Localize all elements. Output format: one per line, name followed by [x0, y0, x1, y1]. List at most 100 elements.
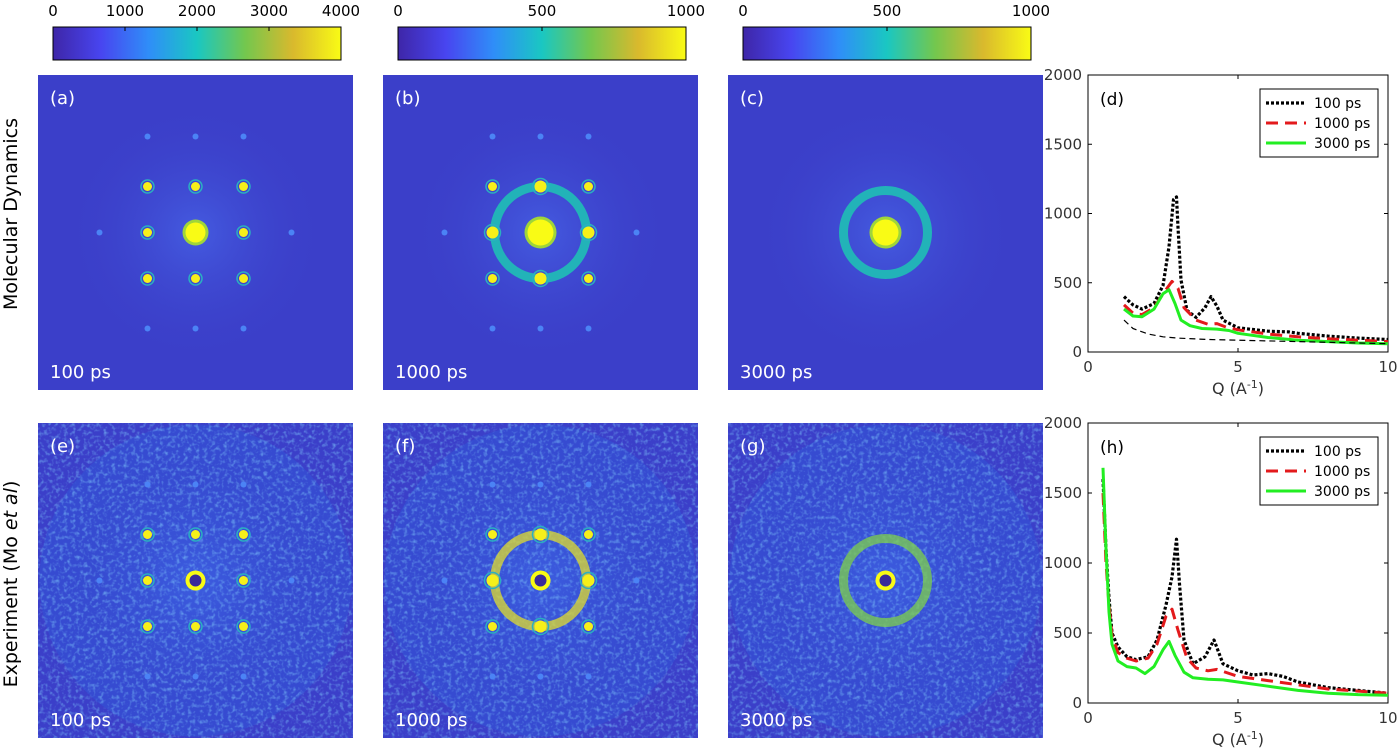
panel-label: (e) [50, 436, 75, 457]
legend-label: 100 ps [1314, 96, 1361, 112]
bragg-peak-halo [188, 179, 203, 194]
legend-label: 3000 ps [1314, 136, 1370, 152]
bragg-peak [534, 620, 547, 633]
panel-label: (g) [740, 436, 765, 457]
series-line-100ps [1122, 195, 1389, 342]
faint-peak [96, 229, 103, 236]
panel-g: (g) 3000 ps [728, 423, 1043, 738]
panel-label: (b) [395, 88, 420, 109]
faint-peak [537, 673, 544, 680]
x-axis-label-sup: -1 [1247, 378, 1258, 391]
series-line-3000ps [1101, 467, 1389, 697]
faint-peak [288, 577, 295, 584]
bragg-peak [582, 226, 595, 239]
series-line-3000ps [1123, 288, 1389, 346]
bragg-peak-halo [531, 269, 550, 288]
colorbar-tick-label: 1000 [667, 2, 705, 20]
bragg-peak-halo [581, 619, 596, 634]
y-tick-label: 2000 [1044, 66, 1082, 84]
faint-peak [240, 673, 247, 680]
x-tick-label: 5 [1233, 358, 1243, 376]
bragg-peak [534, 180, 547, 193]
faint-peak [489, 325, 496, 332]
bragg-peak [486, 226, 499, 239]
panel-label: (c) [740, 88, 764, 109]
bragg-peak-halo [236, 271, 251, 286]
central-spot [872, 219, 899, 246]
faint-peak [192, 673, 199, 680]
bragg-peak [143, 182, 152, 191]
bragg-peak [534, 528, 547, 541]
beam-block [534, 574, 547, 587]
colorbar-tick-label: 0 [393, 2, 403, 20]
colorbar: 0 500 1000 [393, 2, 705, 61]
bragg-peak [534, 272, 547, 285]
bragg-peak [239, 576, 248, 585]
series-line-100ps [1101, 478, 1389, 695]
faint-peak [144, 673, 151, 680]
bragg-peak-halo [236, 179, 251, 194]
bragg-peak [143, 228, 152, 237]
bragg-peak-halo [140, 573, 155, 588]
panel-c: (c) 3000 ps [728, 75, 1043, 390]
bragg-peak-halo [140, 179, 155, 194]
y-tick-label: 0 [1072, 343, 1082, 361]
y-tick-label: 500 [1053, 624, 1082, 642]
bragg-peak [191, 182, 200, 191]
bragg-peak [143, 622, 152, 631]
bragg-peak [584, 622, 593, 631]
faint-peak [633, 229, 640, 236]
diffraction-panels: (a) 100 ps (b) 1000 ps (c) 3000 ps (e) 100 ps (f… [38, 75, 1043, 738]
faint-peak [240, 325, 247, 332]
bragg-peak-halo [485, 271, 500, 286]
colorbar-tick-label: 3000 [250, 2, 288, 20]
panel-time: 1000 ps [395, 362, 467, 383]
legend-label: 3000 ps [1314, 484, 1370, 500]
colorbar-tick-label: 1000 [1012, 2, 1050, 20]
row-label-experiment: Experiment (Mo et al) [0, 481, 22, 688]
faint-peak [240, 133, 247, 140]
faint-peak [585, 481, 592, 488]
legend-label: 1000 ps [1314, 464, 1370, 480]
faint-peak [240, 481, 247, 488]
bragg-peak [486, 574, 499, 587]
bragg-peak-halo [188, 527, 203, 542]
faint-peak [489, 481, 496, 488]
colorbar-gradient [742, 26, 1032, 61]
bragg-peak-halo [483, 223, 502, 242]
row-label-experiment-prefix: Experiment (Mo [0, 530, 22, 687]
legend-label: 1000 ps [1314, 116, 1370, 132]
scattering-ring [839, 186, 932, 279]
y-tick-label: 500 [1053, 274, 1082, 292]
colorbar-tick-label: 500 [873, 2, 902, 20]
bragg-peak [488, 182, 497, 191]
bragg-peak [191, 530, 200, 539]
panel-label: (f) [395, 436, 415, 457]
x-tick-label: 0 [1083, 709, 1093, 727]
faint-peak [192, 325, 199, 332]
row-label-md: Molecular Dynamics [0, 118, 22, 310]
bragg-peak-halo [485, 179, 500, 194]
colorbar-tick-label: 4000 [322, 2, 360, 20]
x-axis-label-sup: -1 [1247, 729, 1258, 742]
bragg-peak-halo [140, 271, 155, 286]
bragg-peak [584, 274, 593, 283]
y-tick-label: 1500 [1044, 135, 1082, 153]
colorbar-tick-label: 2000 [178, 2, 216, 20]
bragg-peak-halo [483, 571, 502, 590]
faint-peak [144, 133, 151, 140]
colorbar-tick-label: 1000 [106, 2, 144, 20]
bragg-peak [488, 274, 497, 283]
chart-label: (d) [1100, 90, 1124, 110]
legend-label: 100 ps [1314, 444, 1361, 460]
bragg-peak-halo [236, 527, 251, 542]
central-spot [527, 219, 554, 246]
panel-time: 3000 ps [740, 710, 812, 731]
bragg-peak [582, 574, 595, 587]
bragg-peak-halo [579, 223, 598, 242]
bragg-peak [488, 530, 497, 539]
x-axis-label-close: ) [1258, 379, 1264, 398]
beam-block [189, 574, 202, 587]
